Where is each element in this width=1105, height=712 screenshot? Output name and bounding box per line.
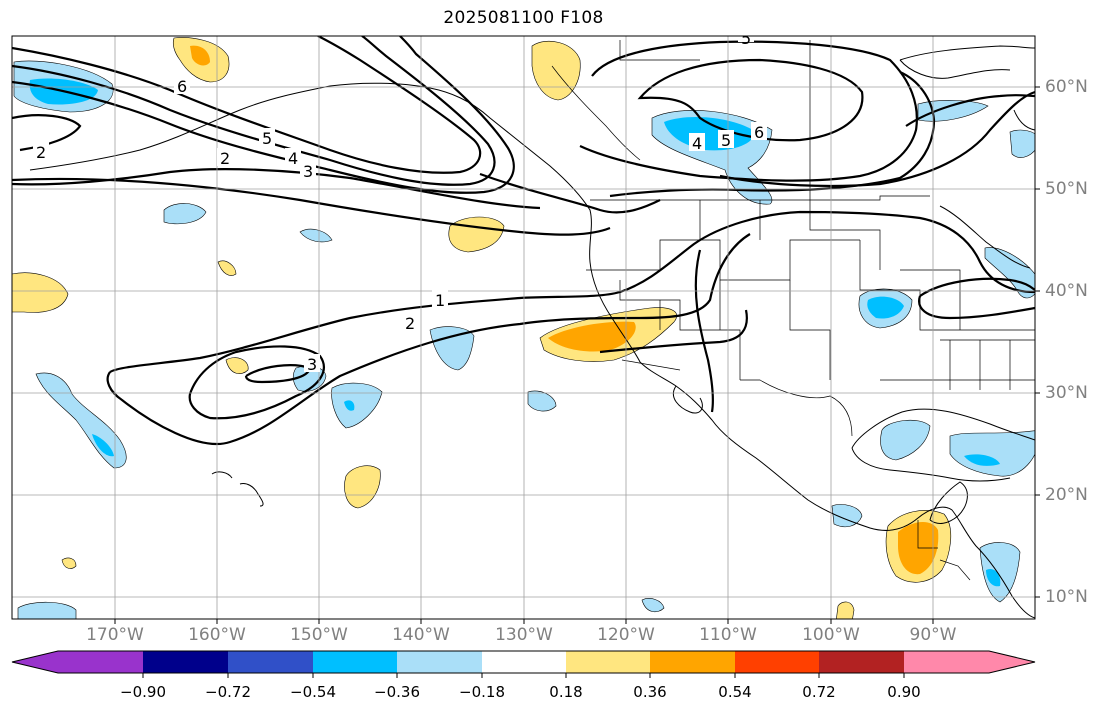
colorbar-tick-label: −0.72 xyxy=(205,683,251,701)
colorbar-segment xyxy=(735,651,819,673)
lat-label: 10°N xyxy=(1045,587,1088,607)
colorbar-tick-label: −0.90 xyxy=(120,683,166,701)
contour-label: 5 xyxy=(721,131,731,150)
contour-label: 2 xyxy=(405,314,415,333)
colorbar-segment xyxy=(143,651,228,673)
colorbar-segment xyxy=(397,651,482,673)
contour-label: 3 xyxy=(303,162,313,181)
colorbar-tick-label: −0.36 xyxy=(374,683,420,701)
colorbar-segment xyxy=(482,651,566,673)
contour-label: 2 xyxy=(220,149,230,168)
coastlines xyxy=(29,45,1035,619)
colorbar-tick-label: 0.36 xyxy=(633,683,667,701)
colorbar-tick-label: 0.72 xyxy=(802,683,836,701)
lon-label: 170°W xyxy=(86,625,144,645)
colorbar-tick-label: 0.18 xyxy=(549,683,583,701)
contours xyxy=(12,36,1035,445)
lon-label: 90°W xyxy=(909,625,957,645)
lon-label: 100°W xyxy=(802,625,860,645)
colorbar-tick-label: −0.54 xyxy=(290,683,336,701)
contour-label: 3 xyxy=(307,355,317,374)
colorbar-outline xyxy=(11,650,1036,674)
map-title: 2025081100 F108 xyxy=(443,8,604,28)
colorbar-segment xyxy=(904,651,989,673)
contour-label: 6 xyxy=(754,123,764,142)
lat-label: 40°N xyxy=(1045,281,1088,301)
lon-label: 140°W xyxy=(392,625,450,645)
contour-label: 5 xyxy=(262,129,272,148)
lat-label: 50°N xyxy=(1045,179,1088,199)
contour-labels: 2 6 5 4 3 2 4 5 6 1 2 3 5 xyxy=(33,29,767,374)
contour-label: 6 xyxy=(177,77,187,96)
borders xyxy=(551,40,1035,581)
colorbar-segment xyxy=(566,651,650,673)
lon-label: 130°W xyxy=(495,625,553,645)
anomaly-shading xyxy=(12,37,1035,619)
colorbar-extend-low xyxy=(12,651,58,673)
contour-label: 4 xyxy=(288,149,298,168)
contour-label: 5 xyxy=(741,29,751,48)
colorbar-segment xyxy=(650,651,735,673)
contour-label: 2 xyxy=(36,143,46,162)
colorbar-segment xyxy=(819,651,904,673)
contour-label: 4 xyxy=(692,134,702,153)
graticule xyxy=(12,36,1035,619)
axis-ticks xyxy=(114,86,1040,624)
colorbar-tick-label: 0.90 xyxy=(887,683,921,701)
colorbar-tick-label: 0.54 xyxy=(718,683,752,701)
lon-label: 150°W xyxy=(290,625,348,645)
contour-label: 1 xyxy=(435,291,445,310)
lat-label: 20°N xyxy=(1045,485,1088,505)
colorbar-extend-high xyxy=(989,651,1035,673)
colorbar-segment xyxy=(228,651,313,673)
colorbar-tick-label: −0.18 xyxy=(459,683,505,701)
colorbar-segment xyxy=(58,651,143,673)
lon-label: 110°W xyxy=(699,625,757,645)
lat-label: 30°N xyxy=(1045,383,1088,403)
lat-label: 60°N xyxy=(1045,77,1088,97)
colorbar xyxy=(11,650,1036,678)
colorbar-segment xyxy=(313,651,397,673)
lon-label: 120°W xyxy=(597,625,655,645)
lon-label: 160°W xyxy=(188,625,246,645)
